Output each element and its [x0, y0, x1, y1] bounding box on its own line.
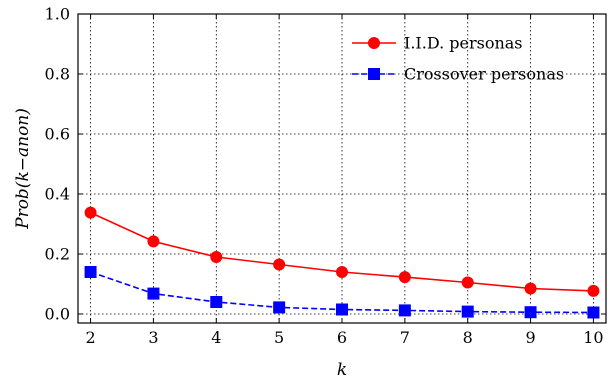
legend-entry: I.I.D. personas: [352, 34, 523, 53]
series-crossover-personas: [84, 266, 600, 319]
legend-entry: Crossover personas: [352, 65, 564, 84]
data-point: [461, 305, 474, 318]
legend: I.I.D. personas Crossover personas: [352, 34, 564, 84]
x-tick-label: 9: [525, 328, 535, 347]
legend-label: Crossover personas: [404, 65, 564, 84]
x-tick-label: 4: [211, 328, 221, 347]
data-point: [587, 306, 600, 319]
grid-lines: [78, 14, 606, 323]
data-point: [524, 282, 537, 295]
data-point: [210, 296, 223, 308]
y-tick-label: 0.4: [45, 185, 70, 204]
x-tick-label: 8: [463, 328, 473, 347]
data-point: [398, 271, 411, 284]
data-point: [336, 303, 348, 316]
legend-marker: [368, 68, 380, 80]
y-tick-label: 0.2: [45, 245, 70, 264]
data-point: [147, 287, 160, 300]
y-tick-label: 0.6: [45, 125, 70, 144]
data-point: [273, 258, 286, 271]
data-point: [273, 301, 286, 314]
data-point: [461, 276, 474, 289]
series-layer: [84, 206, 600, 319]
y-axis-label: Prob(k−anon): [13, 108, 33, 230]
data-point: [398, 304, 411, 317]
x-tick-label: 7: [400, 328, 410, 347]
series-iid-personas: [84, 206, 600, 297]
data-point: [147, 235, 160, 248]
y-tick-label: 1.0: [45, 5, 70, 24]
legend-marker: [368, 37, 380, 49]
data-point: [336, 266, 348, 278]
x-axis-label: k: [337, 360, 347, 380]
x-tick-label: 2: [85, 328, 95, 347]
data-point: [84, 266, 97, 278]
legend-label: I.I.D. personas: [404, 34, 523, 53]
data-point: [524, 306, 537, 319]
x-tick-label: 5: [274, 328, 284, 347]
x-tick-label: 6: [337, 328, 347, 347]
data-point: [210, 251, 223, 263]
x-tick-label: 3: [148, 328, 158, 347]
data-point: [587, 284, 600, 297]
data-point: [84, 206, 97, 219]
x-tick-label: 10: [583, 328, 603, 347]
y-tick-label: 0.0: [45, 305, 70, 324]
y-tick-label: 0.8: [45, 65, 70, 84]
ticks: 2 3 4 5 6 7 8 9 10 0.0 0.2 0.4 0.6 0.8 1.0: [45, 5, 606, 347]
